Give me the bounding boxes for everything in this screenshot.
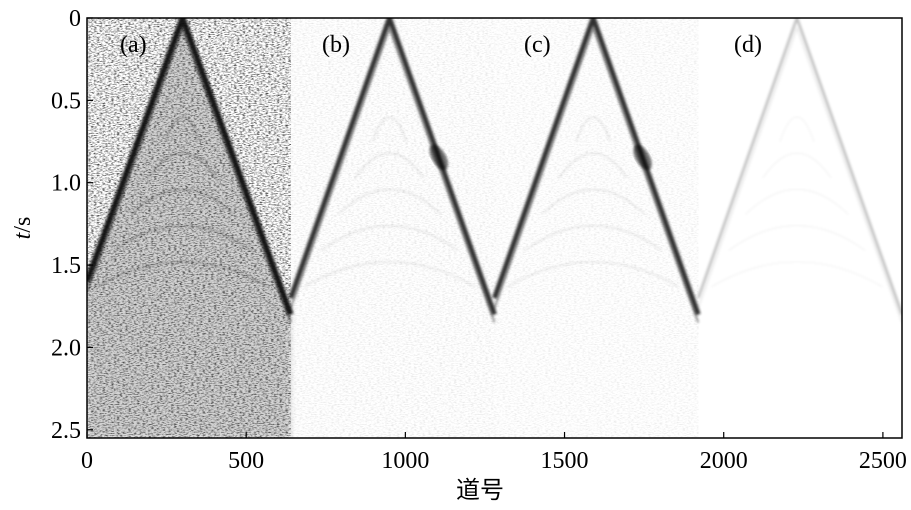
diffraction-curve [354, 152, 425, 179]
diffraction-curve [337, 188, 442, 215]
diffraction-curve [130, 188, 235, 215]
panel-label-c: (c) [524, 32, 551, 58]
x-tick-label: 2500 [859, 448, 907, 474]
diffraction-curve [711, 261, 883, 288]
direct-wave-event [697, 18, 902, 315]
panel-label-b: (b) [322, 32, 350, 58]
y-tick-label: 2.5 [51, 418, 81, 444]
diffraction-curve [320, 225, 459, 252]
y-axis-title: t/s [10, 217, 36, 240]
y-axis-title-t: t [10, 231, 36, 239]
y-tick-label: 0 [69, 6, 81, 32]
direct-wave-event [87, 18, 294, 316]
x-tick-label: 1000 [381, 448, 429, 474]
diffraction-curve [164, 116, 201, 143]
panel-label-d: (d) [734, 32, 762, 58]
x-axis-title: 道号 [456, 477, 504, 504]
event-blob [429, 144, 449, 170]
diffraction-curve [762, 152, 832, 179]
y-tick-label: 0.5 [51, 88, 81, 114]
diffraction-curve [507, 261, 680, 288]
y-axis: 0 0.5 1.0 1.5 2.0 2.5 [51, 6, 93, 444]
diffraction-curve [575, 116, 611, 143]
panel-label-a: (a) [120, 32, 147, 58]
diffraction-curve [728, 225, 866, 252]
direct-wave-tail [289, 25, 496, 323]
diffraction-curve [745, 188, 849, 215]
x-axis: 0 500 1000 1500 2000 2500 [81, 432, 907, 474]
x-tick-label: 1500 [541, 448, 589, 474]
panel-a [87, 18, 294, 438]
panel-shading [87, 18, 291, 438]
x-tick-label: 0 [81, 448, 93, 474]
diffraction-curve [371, 116, 408, 143]
direct-wave-tail [87, 24, 292, 323]
direct-wave-tail [697, 26, 902, 323]
diffraction-curve [113, 225, 252, 252]
plot-frame [86, 17, 903, 439]
y-tick-label: 1.5 [51, 253, 81, 279]
diffraction-curve [779, 116, 815, 143]
x-tick-label: 500 [228, 448, 264, 474]
diffraction-curve [558, 152, 628, 179]
diffraction-curve [96, 261, 269, 288]
direct-wave-event [288, 18, 497, 316]
event-blob [633, 144, 652, 170]
panel-d [697, 18, 902, 323]
x-tick-label: 2000 [700, 448, 748, 474]
diffraction-curve [303, 261, 476, 288]
diffraction-curve [524, 225, 663, 252]
direct-wave-event [492, 18, 701, 316]
diffraction-curve [541, 188, 645, 215]
panel-c [492, 18, 701, 438]
y-axis-title-unit: /s [10, 217, 36, 233]
y-tick-label: 2.0 [51, 335, 81, 361]
y-tick-label: 1.0 [51, 171, 81, 197]
direct-wave-tail [493, 25, 700, 323]
seismic-panels [87, 18, 902, 438]
panel-b [288, 18, 497, 438]
diffraction-curve [147, 152, 218, 179]
